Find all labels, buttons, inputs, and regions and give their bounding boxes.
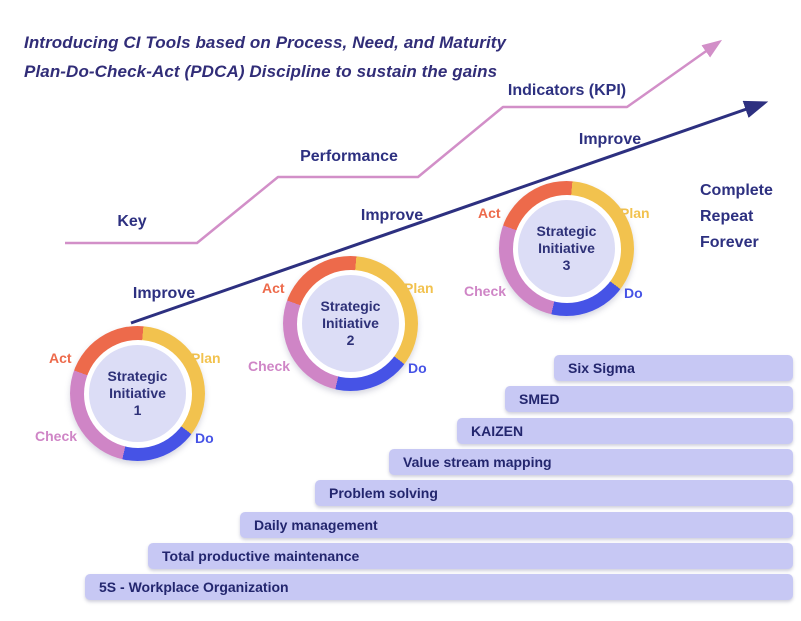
initiative-word-1: Strategic [320,298,381,314]
tool-bar-problem-solving: Problem solving [315,480,793,506]
tool-label: Problem solving [329,485,438,501]
end-note-repeat: Repeat [700,208,754,225]
initiative-word-2: Initiative [109,385,166,401]
initiative-word-1: Strategic [536,223,597,239]
improve-trend-arrow [130,100,769,325]
plan-label: Plan [191,350,221,366]
ring-gap: Strategic Initiative 2 [296,269,405,378]
ring-gap: Strategic Initiative 3 [512,194,621,303]
tool-bar-5s-workplace-organization: 5S - Workplace Organization [85,574,793,600]
pdca-circle-1: Act Plan Check Do Strategic Initiative 1 [35,318,233,478]
diagram-title: Introducing CI Tools based on Process, N… [24,28,506,86]
tool-label: SMED [519,391,560,407]
pdca-ring: Strategic Initiative 1 [70,326,205,461]
initiative-number: 1 [133,402,142,418]
improve-label-3: Improve [578,131,642,148]
step-label-performance: Performance [300,148,398,165]
initiative-core: Strategic Initiative 1 [89,345,186,442]
tool-label: Six Sigma [568,360,635,376]
check-label: Check [464,283,507,299]
ring-gap: Strategic Initiative 1 [83,339,192,448]
end-note: Complete Repeat Forever [700,178,773,256]
tool-bar-value-stream-mapping: Value stream mapping [389,449,793,475]
initiative-word-1: Strategic [107,368,168,384]
do-label: Do [195,430,214,446]
end-note-complete: Complete [700,182,773,199]
tool-label: 5S - Workplace Organization [99,579,289,595]
step-label-indicators-kpi: Indicators (KPI) [507,82,627,99]
tool-bar-total-productive-maintenance: Total productive maintenance [148,543,793,569]
check-label: Check [248,358,291,374]
initiative-core: Strategic Initiative 2 [302,275,399,372]
act-label: Act [262,280,285,296]
initiative-number: 2 [346,332,355,348]
do-label: Do [624,285,643,301]
improve-label-1: Improve [132,285,196,302]
tool-label: Daily management [254,517,378,533]
tool-label: Total productive maintenance [162,548,360,564]
initiative-word-2: Initiative [322,315,379,331]
pdca-circle-3: Act Plan Check Do Strategic Initiative 3 [464,173,662,333]
do-label: Do [408,360,427,376]
tool-bar-daily-management: Daily management [240,512,793,538]
end-note-forever: Forever [700,234,759,251]
tool-bar-six-sigma: Six Sigma [554,355,793,381]
pdca-ring: Strategic Initiative 2 [283,256,418,391]
act-label: Act [49,350,72,366]
title-line-1: Introducing CI Tools based on Process, N… [24,33,507,52]
improve-label-2: Improve [360,207,424,224]
tool-bar-kaizen: KAIZEN [457,418,793,444]
step-label-key: Key [117,213,147,230]
tool-label: Value stream mapping [403,454,552,470]
initiative-word-2: Initiative [538,240,595,256]
title-line-2: Plan-Do-Check-Act (PDCA) Discipline to s… [24,62,498,81]
tool-bar-smed: SMED [505,386,793,412]
tool-label: KAIZEN [471,423,524,439]
initiative-core: Strategic Initiative 3 [518,200,615,297]
pdca-circle-2: Act Plan Check Do Strategic Initiative 2 [248,248,446,408]
check-label: Check [35,428,78,444]
pdca-ring: Strategic Initiative 3 [499,181,634,316]
act-label: Act [478,205,501,221]
initiative-number: 3 [562,257,571,273]
